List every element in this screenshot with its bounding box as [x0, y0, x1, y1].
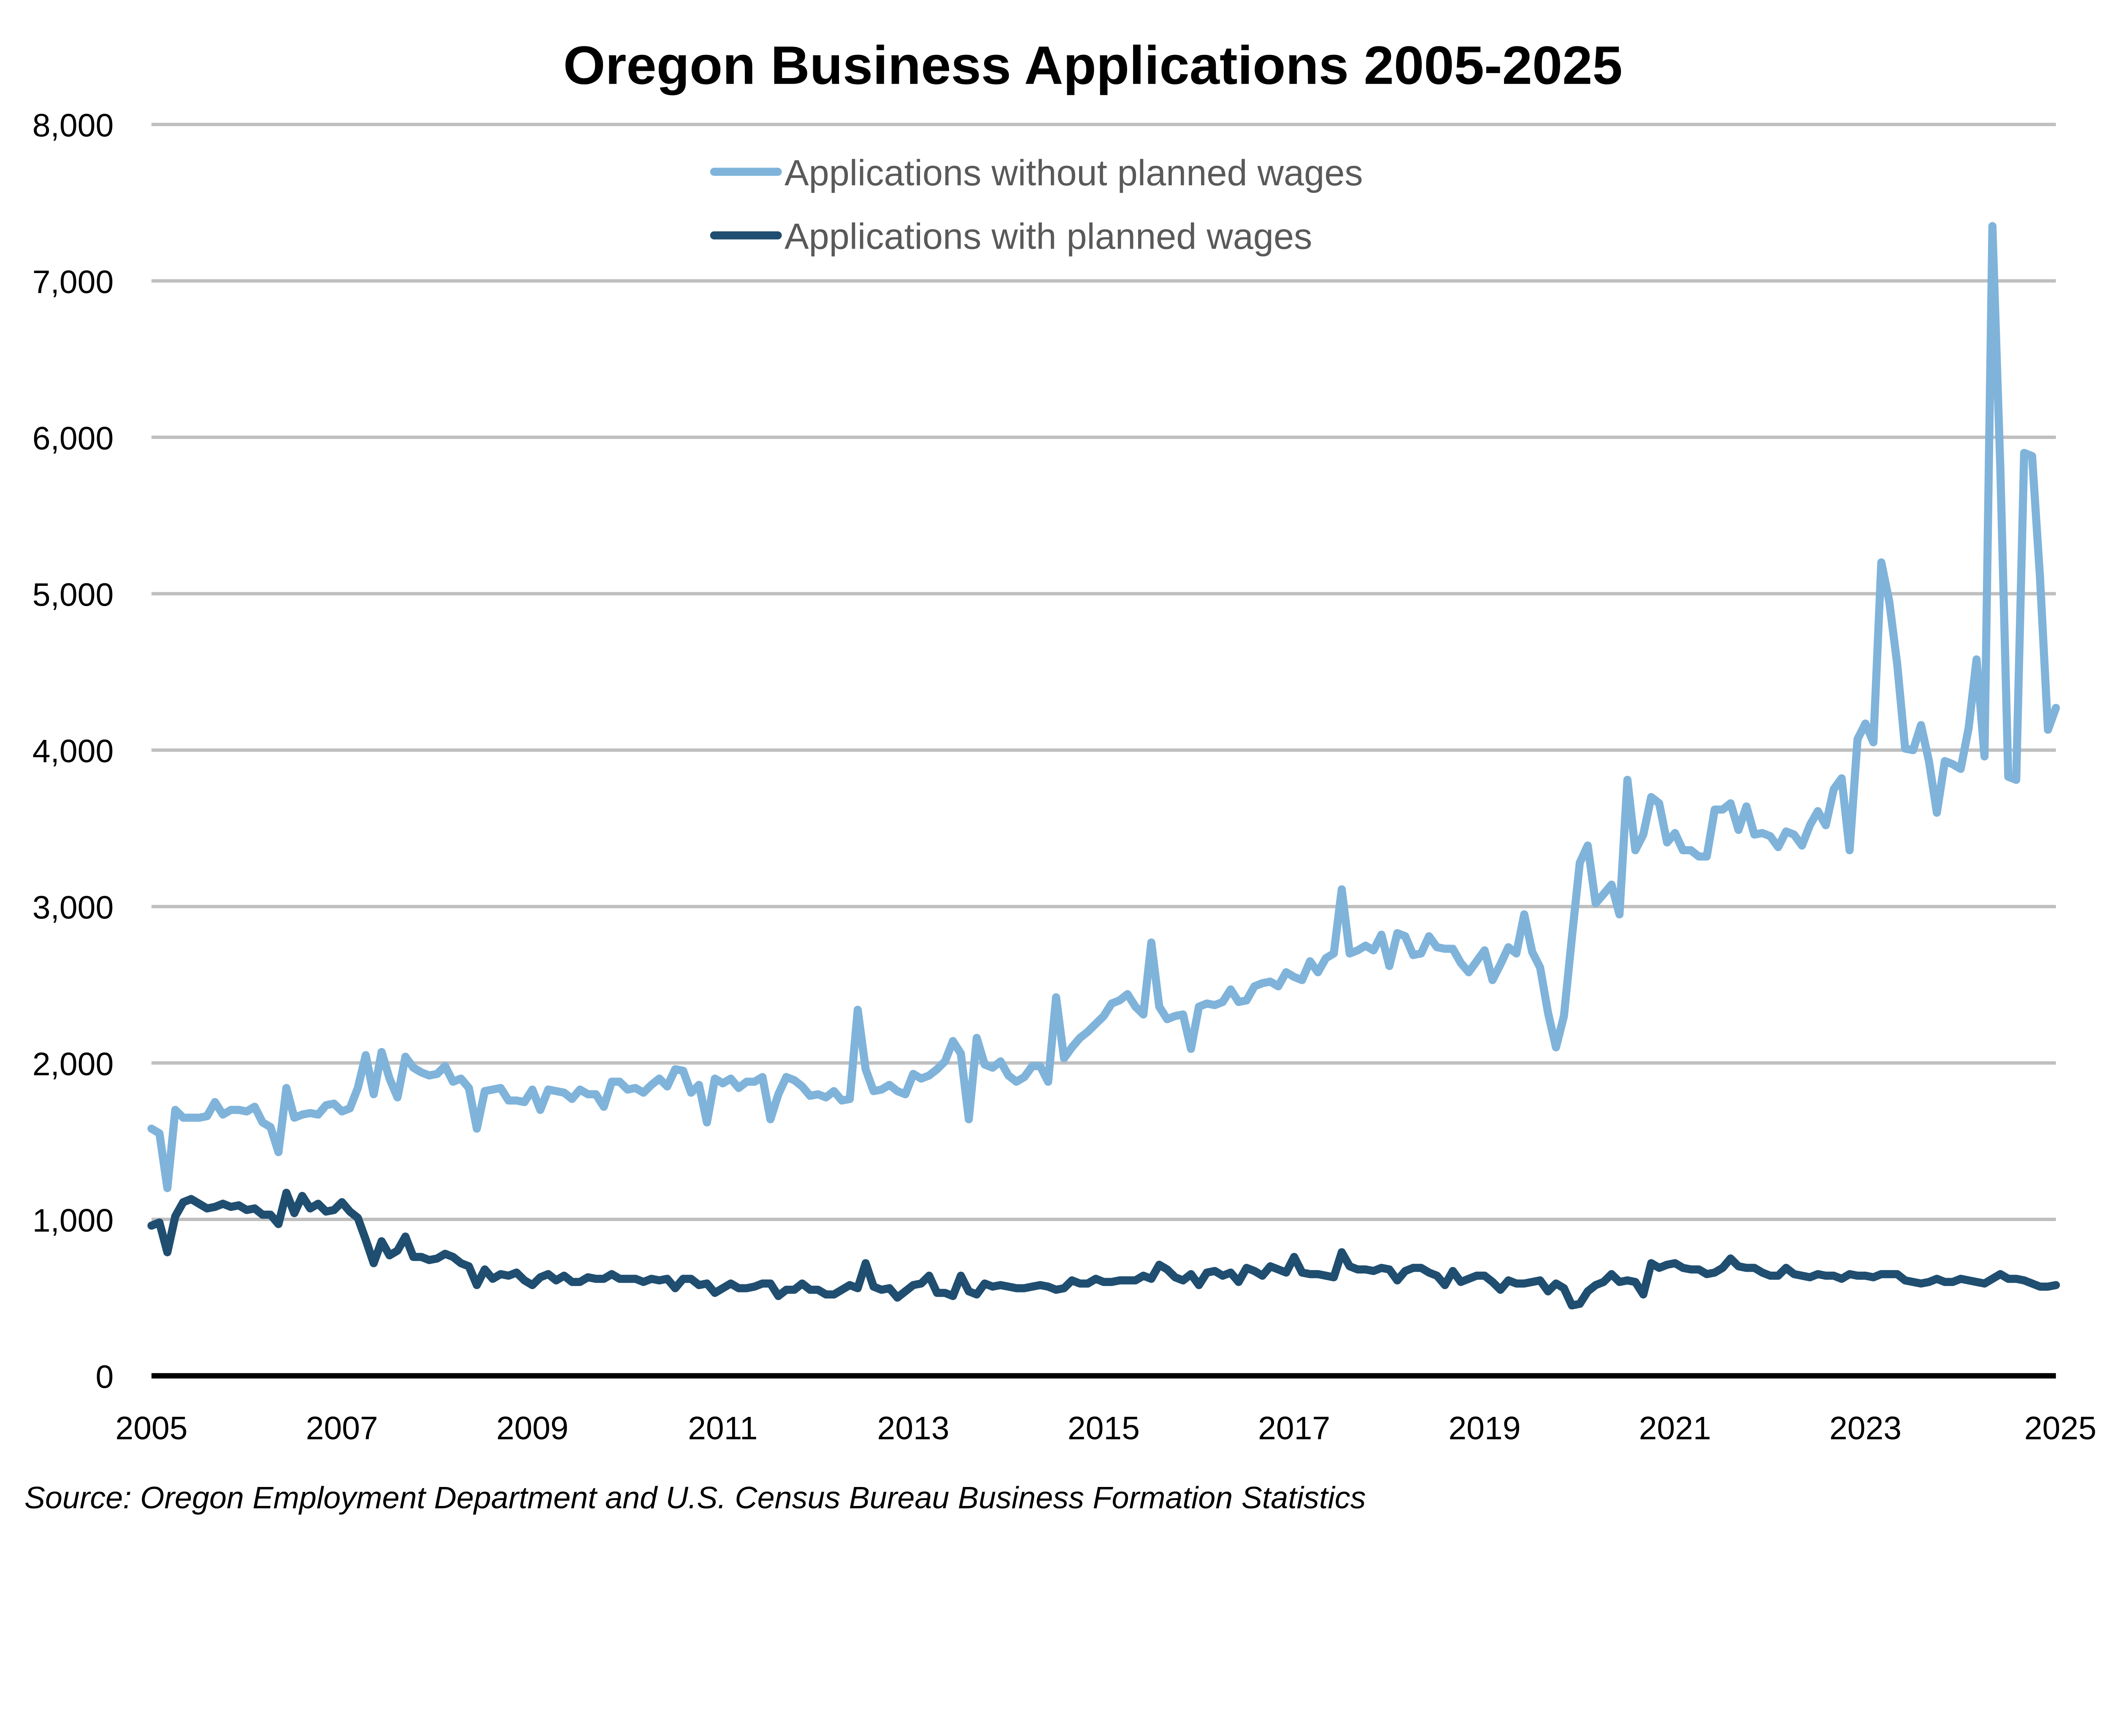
series-line-1 [147, 1189, 2060, 1310]
x-tick-label: 2025 [2024, 1410, 2096, 1446]
y-tick-label: 2,000 [32, 1046, 114, 1082]
y-tick-label: 5,000 [32, 577, 114, 613]
x-tick-label: 2019 [1448, 1410, 1520, 1446]
legend: Applications without planned wages Appli… [710, 153, 1363, 257]
legend-label: Applications without planned wages [784, 153, 1363, 193]
series-lines [147, 222, 2060, 1310]
y-tick-label: 7,000 [32, 264, 114, 300]
y-tick-label: 4,000 [32, 733, 114, 769]
y-tick-label: 8,000 [32, 108, 114, 144]
y-axis-tick-labels: 0 1,000 2,000 3,000 4,000 5,000 6,000 7,000 8,00… [32, 108, 114, 1395]
line-chart: Oregon Business Applications 2005-2025 0… [24, 35, 2096, 1515]
legend-item-with-wages: Applications with planned wages [710, 217, 1312, 257]
x-tick-label: 2005 [115, 1410, 187, 1446]
x-tick-label: 2009 [496, 1410, 568, 1446]
y-tick-label: 0 [95, 1359, 114, 1395]
source-note: Source: Oregon Employment Department and… [24, 1480, 1366, 1515]
x-tick-label: 2015 [1068, 1410, 1140, 1446]
x-axis-tick-labels: 2005 2007 2009 2011 2013 2015 2017 2019 2021 2023… [115, 1410, 2096, 1446]
x-tick-label: 2013 [877, 1410, 950, 1446]
y-tick-label: 3,000 [32, 890, 114, 926]
y-tick-label: 1,000 [32, 1202, 114, 1239]
gridlines [151, 122, 2056, 1221]
x-tick-label: 2011 [688, 1410, 757, 1446]
x-tick-label: 2021 [1639, 1410, 1711, 1446]
legend-label: Applications with planned wages [784, 217, 1312, 257]
y-tick-label: 6,000 [32, 420, 114, 457]
x-tick-label: 2017 [1258, 1410, 1330, 1446]
x-tick-label: 2007 [306, 1410, 378, 1446]
legend-item-without-wages: Applications without planned wages [710, 153, 1363, 193]
chart-title: Oregon Business Applications 2005-2025 [563, 35, 1623, 96]
x-tick-label: 2023 [1829, 1410, 1902, 1446]
series-line-0 [147, 222, 2060, 1192]
